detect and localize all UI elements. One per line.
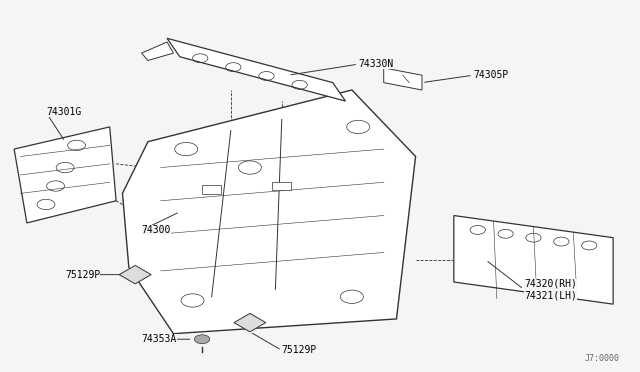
Polygon shape bbox=[141, 42, 173, 61]
Polygon shape bbox=[14, 127, 116, 223]
Text: 74305P: 74305P bbox=[473, 70, 508, 80]
Text: 74301G: 74301G bbox=[46, 107, 81, 117]
FancyBboxPatch shape bbox=[272, 182, 291, 190]
Text: 75129P: 75129P bbox=[282, 345, 317, 355]
Text: 74320(RH)
74321(LH): 74320(RH) 74321(LH) bbox=[524, 279, 577, 300]
Circle shape bbox=[195, 335, 210, 344]
FancyBboxPatch shape bbox=[202, 185, 221, 194]
Polygon shape bbox=[454, 215, 613, 304]
Polygon shape bbox=[119, 265, 151, 284]
Text: J7:0000: J7:0000 bbox=[584, 354, 620, 363]
Polygon shape bbox=[384, 68, 422, 90]
Polygon shape bbox=[122, 90, 415, 334]
Text: 74353A: 74353A bbox=[141, 334, 177, 344]
Text: 74330N: 74330N bbox=[358, 59, 394, 69]
Polygon shape bbox=[234, 313, 266, 332]
Text: 74300: 74300 bbox=[141, 225, 171, 235]
Text: 75129P: 75129P bbox=[65, 270, 100, 280]
Polygon shape bbox=[167, 38, 346, 101]
